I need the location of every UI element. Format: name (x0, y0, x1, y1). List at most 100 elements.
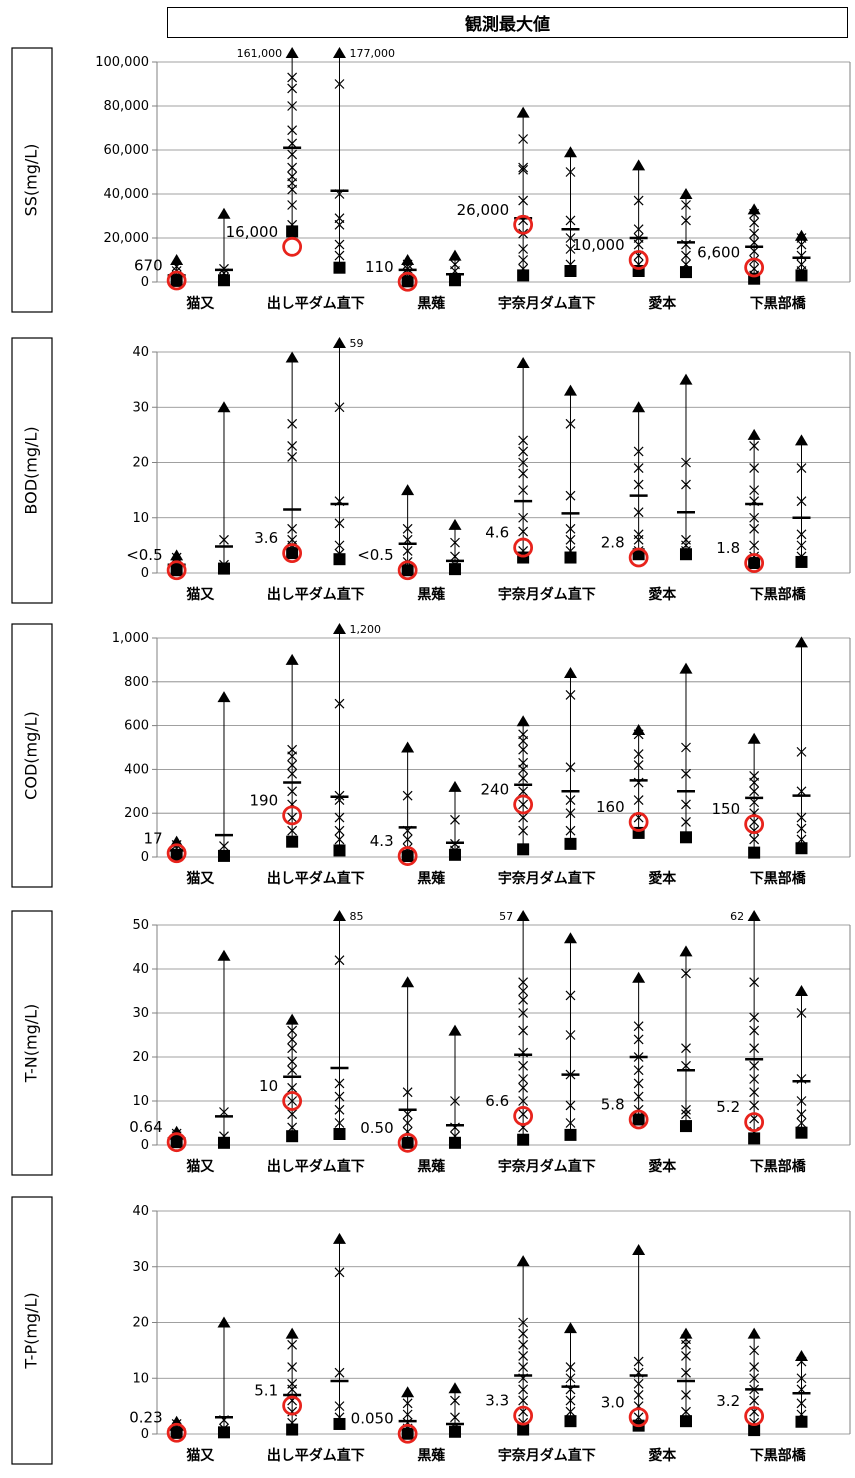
observed-max-circle (282, 1395, 303, 1416)
y-tick-label: 40 (132, 1204, 149, 1219)
sample-point (219, 1107, 229, 1117)
sample-point (518, 1328, 529, 1339)
sample-point (287, 452, 298, 462)
observed-max-label: 240 (480, 780, 509, 798)
min-marker (217, 562, 230, 575)
offscale-label: 59 (349, 337, 363, 350)
y-axis-label: SS(mg/L) (22, 144, 41, 217)
max-marker (632, 1244, 646, 1256)
category-label: 黒薙 (417, 1158, 445, 1175)
category-label: 出し平ダム直下 (267, 586, 365, 603)
chart-banner-title: 観測最大値 (167, 7, 848, 38)
min-marker (333, 1417, 346, 1430)
min-marker (517, 1133, 530, 1146)
observed-max-label: 160 (596, 798, 625, 816)
category-label: 猫又 (186, 586, 215, 603)
sample-point (334, 540, 345, 551)
y-tick-label: 30 (132, 400, 149, 415)
sample-point (287, 1082, 298, 1093)
sample-point (565, 808, 576, 819)
sample-point (681, 1351, 691, 1361)
sample-point (334, 825, 345, 836)
sample-point (518, 457, 529, 468)
y-tick-label: 0 (141, 1138, 149, 1153)
category-label: 宇奈月ダム直下 (498, 586, 596, 603)
sample-point (334, 1401, 345, 1412)
category-label: 黒薙 (417, 295, 445, 312)
max-marker (401, 741, 415, 753)
min-marker (448, 1136, 461, 1149)
y-tick-label: 40 (132, 345, 149, 360)
sample-point (334, 955, 345, 966)
max-marker (332, 337, 346, 348)
min-marker (632, 548, 645, 561)
min-marker (333, 261, 346, 274)
sample-point (287, 171, 298, 182)
observed-max-circle (744, 814, 765, 835)
max-marker (632, 401, 646, 413)
sample-point (749, 1060, 760, 1071)
observed-max-label: 5.8 (601, 1095, 625, 1113)
sample-point (633, 507, 644, 518)
observed-max-circle (628, 812, 649, 832)
sample-point (565, 1118, 576, 1128)
observed-max-label: 110 (365, 258, 394, 276)
max-marker (285, 1013, 299, 1025)
sample-point (749, 1025, 760, 1036)
sample-point (518, 757, 529, 768)
offscale-label: 1,200 (349, 623, 381, 636)
sample-point (518, 773, 529, 784)
category-label: 出し平ダム直下 (267, 295, 365, 312)
category-label: 愛本 (648, 1158, 677, 1175)
category-label: 出し平ダム直下 (267, 870, 365, 887)
offscale-label: 62 (730, 910, 744, 923)
max-marker (679, 373, 693, 385)
observed-max-label: <0.5 (126, 546, 162, 564)
max-marker (563, 384, 577, 396)
y-tick-label: 0 (141, 566, 149, 581)
sample-point (287, 83, 298, 94)
sample-point (518, 244, 529, 254)
y-tick-label: 10 (132, 511, 149, 526)
observed-max-label: 10,000 (572, 236, 625, 254)
category-label: 猫又 (186, 1447, 215, 1464)
sample-point (633, 1378, 644, 1389)
sample-point (681, 1367, 691, 1378)
sample-point (681, 768, 691, 779)
sample-point (796, 823, 807, 834)
sample-point (749, 237, 760, 248)
sample-point (287, 812, 298, 823)
category-label: 猫又 (186, 295, 215, 312)
max-marker (285, 47, 299, 58)
sample-point (518, 1096, 529, 1106)
sample-point (402, 1409, 413, 1420)
sample-point (565, 990, 576, 1001)
min-marker (170, 564, 183, 577)
sample-point (633, 479, 644, 490)
max-marker (332, 1232, 346, 1244)
min-marker (401, 850, 414, 863)
observed-max-label: 0.23 (129, 1409, 162, 1427)
sample-point (287, 101, 298, 111)
min-marker (170, 1426, 183, 1439)
min-marker (564, 265, 577, 277)
sample-point (796, 1109, 807, 1120)
min-marker (170, 848, 183, 861)
max-marker (401, 484, 415, 496)
observed-max-circle (744, 1406, 765, 1427)
category-label: 下黒部橋 (750, 586, 807, 603)
sample-point (518, 1339, 529, 1350)
max-marker (170, 549, 184, 561)
max-marker (217, 949, 231, 961)
sample-point (334, 402, 345, 413)
max-marker (563, 146, 577, 158)
max-marker (332, 47, 346, 58)
sample-point (287, 1339, 298, 1350)
min-marker (564, 551, 577, 564)
sample-point (402, 523, 413, 534)
category-label: 出し平ダム直下 (267, 1158, 365, 1175)
sample-point (334, 1367, 345, 1378)
sample-point (287, 768, 298, 779)
sample-point (518, 986, 529, 996)
category-label: 愛本 (648, 295, 677, 312)
